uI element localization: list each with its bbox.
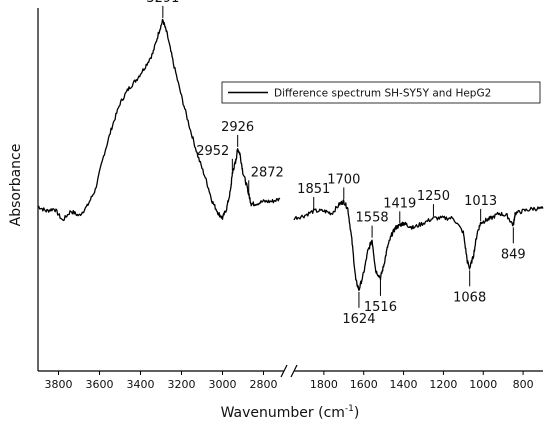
peak-label-1250: 1250	[417, 189, 450, 204]
x-axis-title-close: )	[354, 405, 359, 421]
x-tick-label-1400: 1400	[390, 378, 418, 391]
peak-label-2872: 2872	[251, 165, 284, 180]
y-axis-title: Absorbance	[8, 144, 24, 227]
peak-label-1558: 1558	[356, 211, 389, 226]
peak-label-2952: 2952	[196, 144, 229, 159]
peak-label-1419: 1419	[383, 196, 416, 211]
x-tick-label-3800: 3800	[45, 378, 73, 391]
x-axis-title: Wavenumber (cm-1)	[221, 404, 360, 421]
legend-entry: Difference spectrum SH-SY5Y and HepG2	[274, 88, 491, 100]
series-line-segment-2	[293, 199, 544, 291]
x-tick-label-2800: 2800	[250, 378, 278, 391]
axis-break-mark-left	[280, 364, 288, 378]
series-line-segment-1	[37, 18, 281, 222]
x-tick-label-3000: 3000	[209, 378, 237, 391]
x-tick-label-800: 800	[513, 378, 534, 391]
x-tick-label-1600: 1600	[350, 378, 378, 391]
x-tick-label-1200: 1200	[429, 378, 457, 391]
x-tick-label-1000: 1000	[469, 378, 497, 391]
x-axis-tick-labels: 3800 3600 3400 3200 3000 2800 1800 1600 1400 1200…	[45, 378, 534, 391]
peak-label-1851: 1851	[297, 182, 330, 197]
peak-label-1013: 1013	[464, 194, 497, 209]
peak-label-1624: 1624	[342, 312, 375, 327]
x-tick-label-3200: 3200	[168, 378, 196, 391]
series-lines	[37, 18, 544, 291]
x-tick-label-3600: 3600	[86, 378, 114, 391]
x-tick-label-1800: 1800	[310, 378, 338, 391]
x-axis-title-superscript: -1	[345, 404, 354, 414]
x-axis-title-main: Wavenumber (cm	[221, 405, 345, 421]
peak-label-3291: 3291	[146, 0, 179, 6]
axis-break-mark-right	[290, 364, 298, 378]
plot-frame	[37, 8, 543, 378]
peak-label-849: 849	[501, 247, 526, 262]
peak-label-1068: 1068	[453, 290, 486, 305]
x-tick-label-3400: 3400	[127, 378, 155, 391]
peak-label-2926: 2926	[221, 120, 254, 135]
peak-label-1516: 1516	[364, 300, 397, 315]
x-axis-ticks	[58, 371, 524, 375]
peak-label-1700: 1700	[327, 172, 360, 187]
legend: Difference spectrum SH-SY5Y and HepG2	[221, 81, 541, 104]
legend-box	[221, 81, 541, 104]
